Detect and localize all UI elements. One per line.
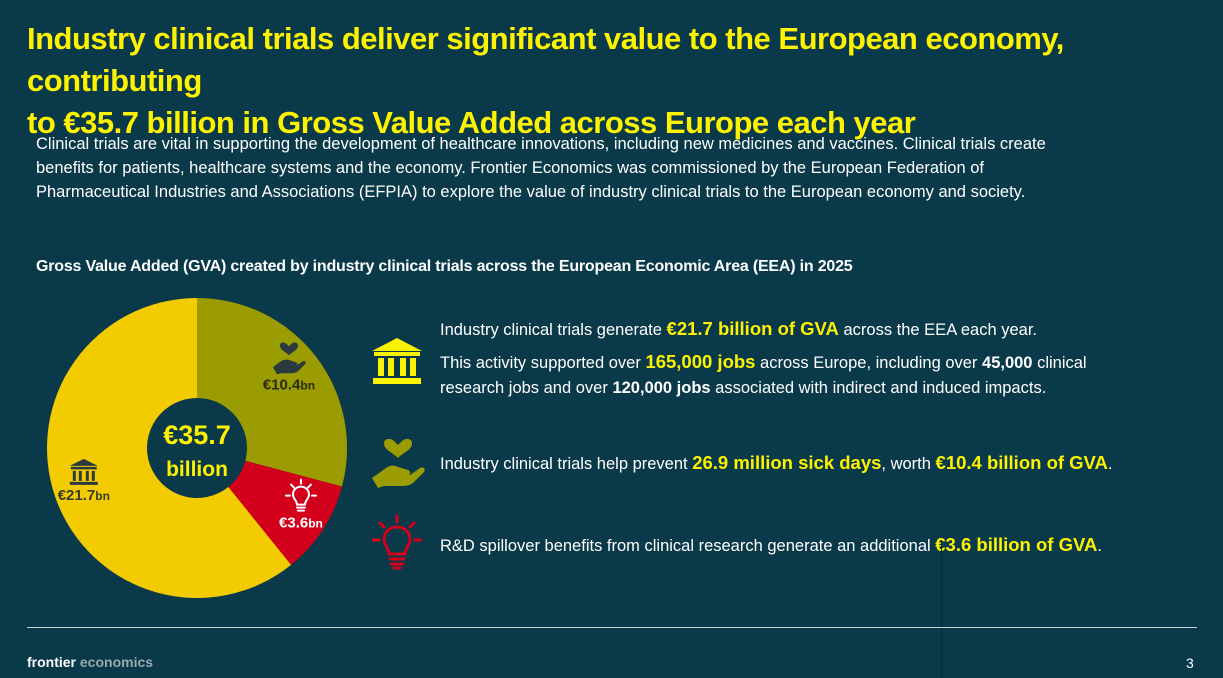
bullet-1-line-2: This activity supported over 165,000 job… (440, 351, 1087, 372)
bullet-rd-spillover: R&D spillover benefits from clinical res… (440, 534, 1102, 555)
slice-value-label-1: €10.4bn (263, 376, 315, 393)
donut-slice-2 (228, 460, 342, 565)
intro-paragraph: Clinical trials are vital in supporting … (36, 132, 1196, 204)
footer-divider (27, 627, 1197, 628)
title-line-1: Industry clinical trials deliver signifi… (27, 21, 1064, 98)
bullet-gva-jobs: Industry clinical trials generate €21.7 … (440, 316, 1087, 401)
key-findings: Industry clinical trials generate €21.7 … (360, 300, 1210, 600)
donut-center-total: €35.7 (163, 420, 231, 450)
chart-title: Gross Value Added (GVA) created by indus… (36, 258, 853, 275)
donut-slice-1 (197, 298, 347, 487)
donut-center-unit: billion (166, 458, 228, 481)
gva-donut-chart: €21.7bn €10.4bn €3.6bn €35.7 billion (47, 298, 347, 598)
slice-value-label-2: €3.6bn (279, 515, 323, 532)
intro-line-2: benefits for patients, healthcare system… (36, 159, 985, 177)
bank-icon (372, 338, 422, 384)
hand-heart-icon (372, 438, 425, 488)
lightbulb-slice-icon (284, 478, 317, 512)
bank-slice-icon (69, 458, 98, 485)
hand-heart-slice-icon (272, 342, 306, 375)
intro-line-3: Pharmaceutical Industries and Associatio… (36, 183, 1026, 201)
donut-slice-0 (47, 298, 292, 598)
lightbulb-icon (372, 514, 422, 570)
divider-vertical (941, 540, 942, 678)
bullet-1-line-1: Industry clinical trials generate €21.7 … (440, 318, 1038, 339)
frontier-economics-logo: frontier economics (27, 654, 154, 670)
title-line-2: to €35.7 billion in Gross Value Added ac… (27, 105, 916, 140)
page-number: 3 (1186, 655, 1194, 671)
slice-value-label-0: €21.7bn (58, 487, 110, 504)
bullet-sick-days: Industry clinical trials help prevent 26… (440, 452, 1113, 473)
bullet-1-line-3: research jobs and over 120,000 jobs asso… (440, 379, 1047, 397)
page-title: Industry clinical trials deliver signifi… (27, 18, 1207, 144)
intro-line-1: Clinical trials are vital in supporting … (36, 135, 1046, 153)
